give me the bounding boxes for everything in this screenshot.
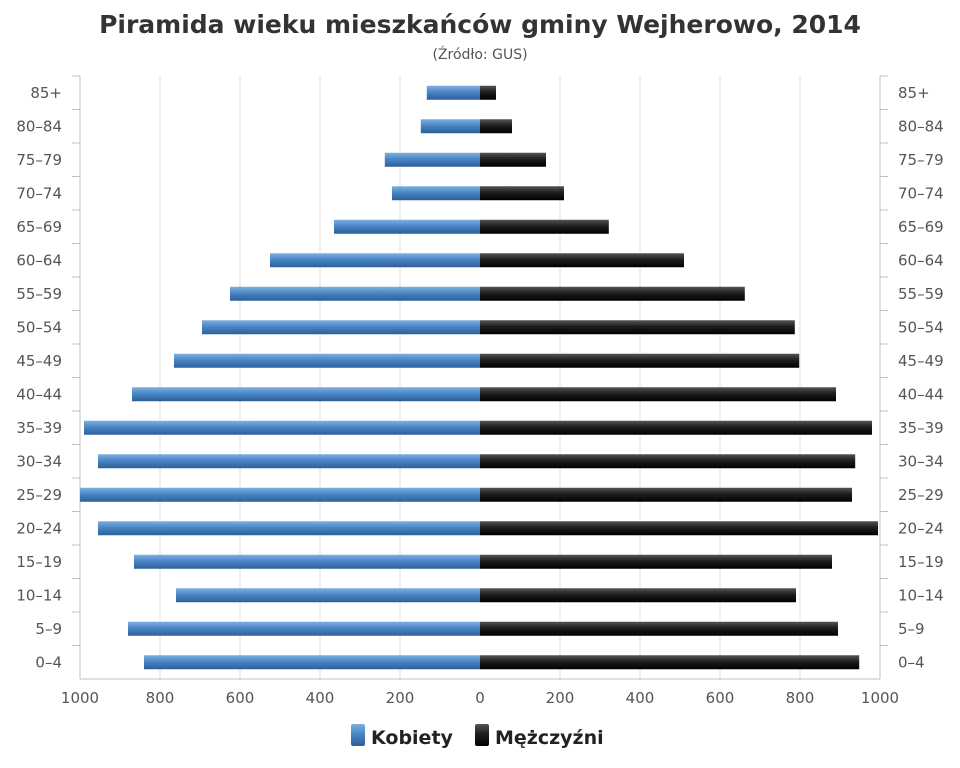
y-tick-label-left: 0–4 [35,653,62,671]
legend-label-kobiety: Kobiety [371,727,454,749]
y-tick-label-right: 5–9 [898,620,925,638]
y-tick-label-right: 85+ [898,84,930,102]
x-tick-label: 800 [786,689,815,707]
y-tick-label-left: 45–49 [16,352,62,370]
bar-kobiety[interactable] [426,85,480,100]
bar-kobiety[interactable] [174,353,480,368]
y-tick-label-left: 20–24 [16,519,62,537]
bar-kobiety[interactable] [134,554,480,569]
y-tick-label-right: 20–24 [898,519,944,537]
y-tick-label-left: 85+ [30,84,62,102]
bar-mezczyzni[interactable] [480,454,856,469]
y-tick-label-right: 45–49 [898,352,944,370]
bar-mezczyzni[interactable] [480,588,796,603]
y-tick-label-right: 40–44 [898,385,944,403]
x-tick-label: 400 [306,689,335,707]
bar-mezczyzni[interactable] [480,219,609,234]
y-tick-label-left: 40–44 [16,385,62,403]
y-tick-label-right: 25–29 [898,486,944,504]
y-tick-label-right: 70–74 [898,184,944,202]
y-tick-label-left: 65–69 [16,218,62,236]
bar-kobiety[interactable] [270,253,480,268]
legend-swatch-kobiety [351,724,365,746]
y-tick-label-right: 50–54 [898,318,944,336]
bar-mezczyzni[interactable] [480,487,852,502]
bar-mezczyzni[interactable] [480,353,800,368]
y-tick-label-right: 80–84 [898,117,944,135]
bar-kobiety[interactable] [84,420,480,435]
bar-mezczyzni[interactable] [480,655,860,670]
bar-kobiety[interactable] [392,186,480,201]
legend-label-mezczyzni: Mężczyźni [495,727,604,749]
bar-mezczyzni[interactable] [480,152,546,167]
bar-kobiety[interactable] [98,454,480,469]
legend-swatch-mezczyzni [475,724,489,746]
bar-kobiety[interactable] [420,119,480,134]
bar-mezczyzni[interactable] [480,286,745,301]
grid-lines [159,76,801,679]
bar-mezczyzni[interactable] [480,119,512,134]
bar-mezczyzni[interactable] [480,420,872,435]
legend-item-kobiety[interactable]: Kobiety [351,724,454,749]
y-tick-label-left: 55–59 [16,285,62,303]
bar-kobiety[interactable] [202,320,480,335]
y-tick-label-left: 10–14 [16,586,62,604]
x-tick-label: 400 [626,689,655,707]
bar-kobiety[interactable] [132,387,480,402]
chart-title: Piramida wieku mieszkańców gminy Wejhero… [99,10,861,39]
y-tick-label-left: 70–74 [16,184,62,202]
x-tick-label: 800 [146,689,175,707]
y-tick-label-right: 75–79 [898,151,944,169]
y-tick-label-left: 75–79 [16,151,62,169]
legend-item-mezczyzni[interactable]: Mężczyźni [475,724,604,749]
y-tick-label-left: 25–29 [16,486,62,504]
x-tick-label: 1000 [861,689,899,707]
x-tick-label: 1000 [61,689,99,707]
x-axis-labels: 1000 800 600 400 200 0 200 400 600 800 1000 [61,689,899,707]
x-tick-label: 600 [706,689,735,707]
y-tick-label-right: 30–34 [898,452,944,470]
bar-kobiety[interactable] [230,286,480,301]
bar-mezczyzni[interactable] [480,85,496,100]
y-tick-label-right: 10–14 [898,586,944,604]
bar-kobiety[interactable] [128,621,480,636]
y-axis-labels-left: 0–4 5–9 10–14 15–19 20–24 25–29 30–34 35–39 40–4… [16,84,62,672]
bar-kobiety[interactable] [98,521,480,536]
y-tick-label-left: 35–39 [16,419,62,437]
y-tick-label-right: 55–59 [898,285,944,303]
y-tick-label-left: 30–34 [16,452,62,470]
bar-kobiety[interactable] [80,487,480,502]
y-tick-label-right: 65–69 [898,218,944,236]
y-tick-label-right: 35–39 [898,419,944,437]
bar-mezczyzni[interactable] [480,253,684,268]
y-tick-label-right: 0–4 [898,653,925,671]
bar-kobiety[interactable] [176,588,480,603]
y-tick-label-left: 5–9 [35,620,62,638]
bar-mezczyzni[interactable] [480,186,564,201]
y-tick-label-right: 15–19 [898,553,944,571]
bars [80,85,878,670]
chart-subtitle: (Źródło: GUS) [432,45,527,63]
y-axis-labels-right: 0–4 5–9 10–14 15–19 20–24 25–29 30–34 35–39 40–4… [898,84,944,672]
y-tick-label-left: 15–19 [16,553,62,571]
x-tick-label: 200 [386,689,415,707]
bar-kobiety[interactable] [334,219,480,234]
y-tick-label-left: 80–84 [16,117,62,135]
legend: Kobiety Mężczyźni [351,724,604,749]
x-tick-label: 0 [475,689,485,707]
bar-kobiety[interactable] [384,152,480,167]
y-tick-label-left: 50–54 [16,318,62,336]
y-tick-label-left: 60–64 [16,251,62,269]
y-tick-label-right: 60–64 [898,251,944,269]
x-tick-label: 200 [546,689,575,707]
bar-mezczyzni[interactable] [480,387,836,402]
bar-kobiety[interactable] [144,655,480,670]
bar-mezczyzni[interactable] [480,621,838,636]
bar-mezczyzni[interactable] [480,521,878,536]
bar-mezczyzni[interactable] [480,554,832,569]
axes [72,75,888,680]
x-tick-label: 600 [226,689,255,707]
bar-mezczyzni[interactable] [480,320,795,335]
